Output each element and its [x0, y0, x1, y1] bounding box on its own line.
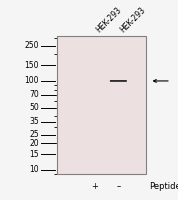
- Text: 20: 20: [30, 139, 39, 148]
- Text: Peptide: Peptide: [150, 182, 178, 191]
- Text: 100: 100: [25, 76, 39, 85]
- Text: –: –: [116, 182, 121, 191]
- Text: 250: 250: [25, 41, 39, 50]
- Text: HEK-293: HEK-293: [94, 5, 123, 34]
- Text: 70: 70: [29, 90, 39, 99]
- Text: HEK-293: HEK-293: [118, 5, 147, 34]
- Text: 50: 50: [29, 103, 39, 112]
- Text: +: +: [91, 182, 98, 191]
- Text: 150: 150: [25, 61, 39, 70]
- Text: 10: 10: [30, 165, 39, 174]
- Text: 15: 15: [30, 150, 39, 159]
- Text: 25: 25: [30, 130, 39, 139]
- FancyBboxPatch shape: [110, 80, 127, 82]
- Text: 35: 35: [29, 117, 39, 126]
